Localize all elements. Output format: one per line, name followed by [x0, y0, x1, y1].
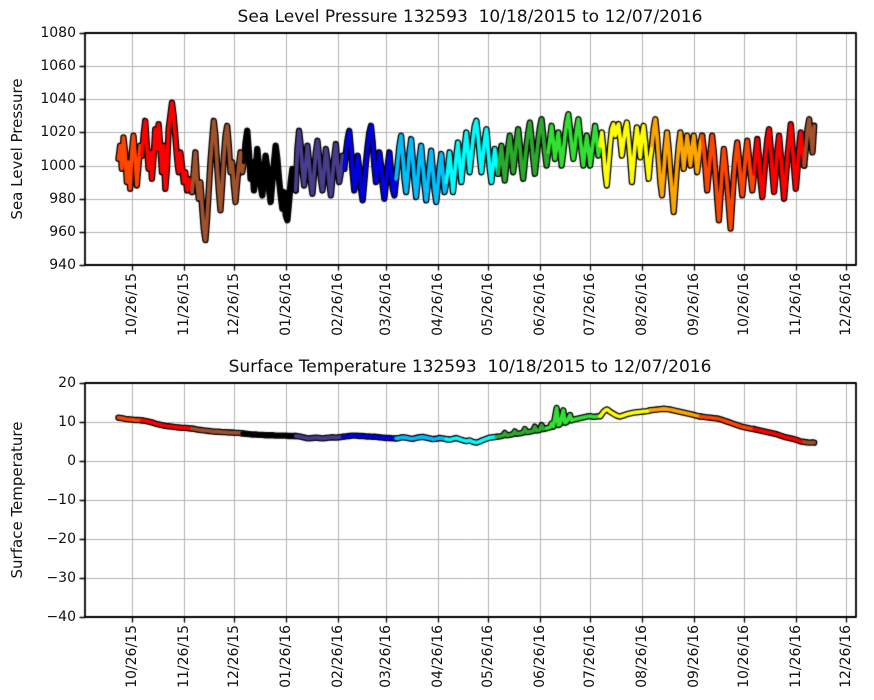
- x-tick-label: 04/26/16: [429, 273, 446, 336]
- x-tick-label: 11/26/16: [787, 625, 804, 688]
- x-tick-label: 10/26/15: [123, 273, 140, 336]
- temperature-chart-title: Surface Temperature 132593 10/18/2015 to…: [228, 357, 712, 377]
- x-tick-label: 01/26/16: [277, 625, 294, 688]
- x-tick-label: 09/26/16: [685, 273, 702, 336]
- x-tick-label: 09/26/16: [685, 625, 702, 688]
- x-tick-label: 04/26/16: [429, 625, 446, 688]
- x-tick-label: 08/26/16: [633, 273, 650, 336]
- y-tick-label: 1040: [40, 91, 76, 108]
- sea-level-pressure-plot-canvas: [0, 0, 874, 350]
- x-tick-label: 03/26/16: [378, 273, 395, 336]
- y-tick-label: 960: [49, 223, 76, 240]
- x-tick-label: 08/26/16: [633, 625, 650, 688]
- y-tick-label: 10: [58, 414, 76, 430]
- y-tick-label: 980: [49, 190, 76, 207]
- x-tick-label: 10/26/15: [123, 625, 140, 688]
- x-tick-label: 12/26/15: [225, 625, 242, 688]
- sea-level-pressure-chart: Sea Level Pressure 132593 10/18/2015 to …: [0, 0, 874, 350]
- surface-temperature-plot-canvas: [0, 350, 874, 700]
- y-tick-label: −30: [46, 570, 76, 586]
- y-tick-label: 1080: [40, 25, 76, 41]
- x-tick-label: 10/26/16: [735, 273, 752, 336]
- y-tick-label: 20: [58, 375, 76, 391]
- x-tick-label: 02/26/16: [329, 273, 346, 336]
- x-tick-label: 12/26/16: [837, 625, 854, 688]
- y-tick-label: 0: [67, 453, 76, 469]
- x-tick-label: 07/26/16: [582, 625, 599, 688]
- pressure-chart-title: Sea Level Pressure 132593 10/18/2015 to …: [237, 7, 703, 27]
- x-tick-label: 06/26/16: [531, 625, 548, 688]
- x-tick-label: 03/26/16: [378, 625, 395, 688]
- x-tick-label: 05/26/16: [480, 625, 497, 688]
- x-tick-label: 02/26/16: [329, 625, 346, 688]
- y-tick-label: 1000: [40, 157, 76, 174]
- x-tick-label: 11/26/16: [787, 273, 804, 336]
- x-tick-label: 12/26/16: [837, 273, 854, 336]
- y-tick-label: −10: [46, 492, 76, 508]
- x-tick-label: 01/26/16: [277, 273, 294, 336]
- x-tick-label: 05/26/16: [480, 273, 497, 336]
- y-tick-label: 940: [49, 257, 76, 273]
- x-tick-label: 10/26/16: [735, 625, 752, 688]
- surface-temperature-chart: Surface Temperature 132593 10/18/2015 to…: [0, 350, 874, 700]
- x-tick-label: 06/26/16: [531, 273, 548, 336]
- x-tick-label: 11/26/15: [175, 273, 192, 336]
- x-tick-label: 07/26/16: [582, 273, 599, 336]
- y-tick-label: 1060: [40, 58, 76, 75]
- x-tick-label: 12/26/15: [225, 273, 242, 336]
- y-tick-label: 1020: [40, 124, 76, 141]
- x-tick-label: 11/26/15: [175, 625, 192, 688]
- y-tick-label: −20: [46, 531, 76, 547]
- y-tick-label: −40: [46, 609, 76, 625]
